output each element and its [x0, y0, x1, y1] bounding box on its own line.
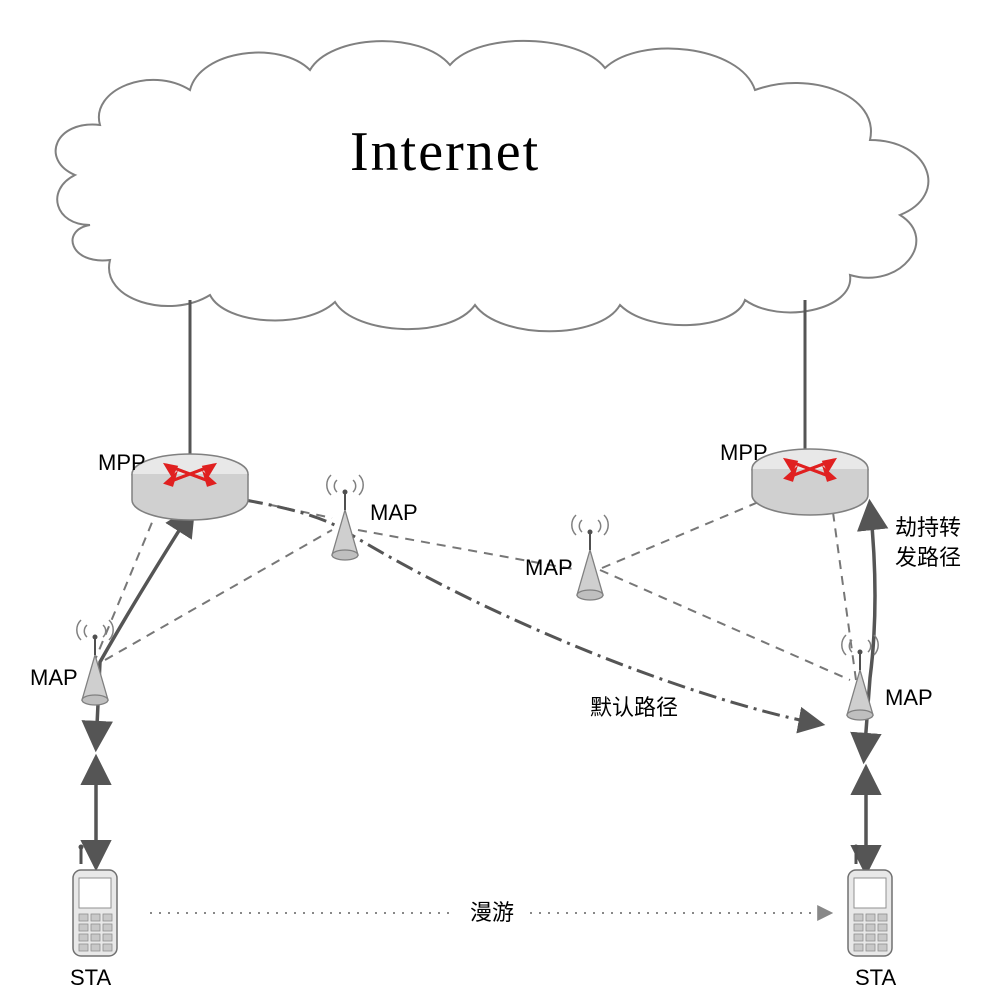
label-mpp-right: MPP [720, 440, 768, 465]
router-mpp-right [752, 449, 868, 515]
ap-map-left [77, 620, 113, 705]
label-map-left: MAP [30, 665, 78, 690]
internet-label: Internet [350, 121, 540, 183]
uplink-lines [190, 300, 805, 458]
router-mpp-left [132, 454, 248, 520]
label-roam: 漫游 [470, 900, 514, 925]
ap-map2 [572, 515, 608, 600]
label-sta-left: STA [70, 965, 111, 990]
ap-map1 [327, 475, 363, 560]
label-default: 默认路径 [590, 695, 678, 720]
label-hijack-2: 发路径 [895, 545, 961, 570]
label-map2: MAP [525, 555, 573, 580]
label-hijack-1: 劫持转 [895, 515, 961, 540]
diagram-canvas: Internet [0, 0, 991, 1000]
default-path [245, 500, 820, 724]
label-sta-right: STA [855, 965, 896, 990]
mesh-dashed-links [95, 498, 856, 680]
internet-cloud: Internet [56, 41, 929, 331]
hijack-path-left [96, 510, 192, 746]
label-map1: MAP [370, 500, 418, 525]
label-map-right: MAP [885, 685, 933, 710]
label-mpp-left: MPP [98, 450, 146, 475]
phone-sta-right [848, 845, 892, 957]
